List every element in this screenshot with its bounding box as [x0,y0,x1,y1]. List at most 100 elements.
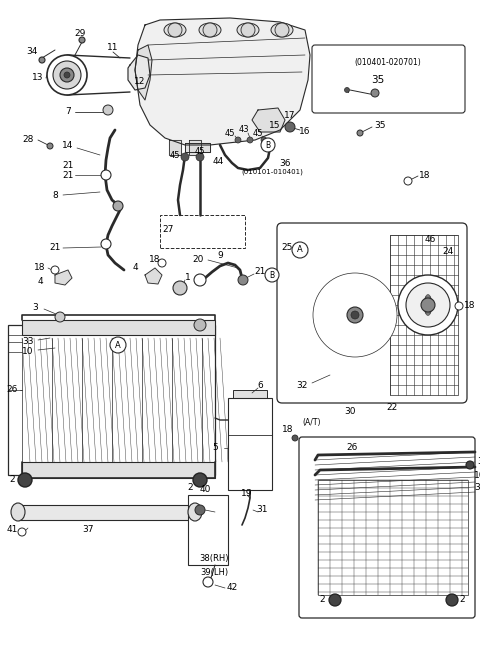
Text: 2: 2 [9,476,15,485]
Circle shape [18,473,32,487]
Polygon shape [145,268,162,284]
Text: 4: 4 [37,278,43,286]
Polygon shape [185,143,210,152]
Text: 38(RH): 38(RH) [199,554,229,563]
Circle shape [446,594,458,606]
Circle shape [351,311,359,319]
Circle shape [103,105,113,115]
Circle shape [173,281,187,295]
Text: 18: 18 [282,426,294,434]
Text: 37: 37 [82,526,94,535]
Bar [228,398,272,490]
Text: 18: 18 [34,263,46,273]
Text: 20: 20 [192,256,204,265]
Text: 22: 22 [386,404,397,413]
Circle shape [195,505,205,515]
Circle shape [55,312,65,322]
Text: 36: 36 [279,158,291,167]
Circle shape [181,153,189,161]
Text: A: A [297,245,303,254]
Polygon shape [169,140,181,155]
Ellipse shape [237,23,259,37]
Ellipse shape [199,23,221,37]
Polygon shape [252,108,285,132]
Text: (010101-010401): (010101-010401) [241,169,303,175]
Text: 21: 21 [254,267,266,276]
Text: (010401-020701): (010401-020701) [355,58,421,67]
Text: 41: 41 [6,526,18,535]
Text: 19: 19 [241,489,253,498]
Circle shape [241,23,255,37]
Text: 2: 2 [319,596,325,604]
Text: 24: 24 [443,247,454,256]
Circle shape [47,143,53,149]
Circle shape [345,88,349,93]
Text: 21: 21 [62,171,74,180]
Text: 17: 17 [284,110,296,119]
Text: 29: 29 [74,29,86,38]
Circle shape [247,137,253,143]
Text: 43: 43 [239,125,249,134]
Text: 18: 18 [464,300,476,310]
Bar [160,215,245,248]
Circle shape [261,138,275,152]
Text: 26: 26 [346,443,358,452]
Text: 10: 10 [22,347,34,356]
Text: 45: 45 [195,147,205,156]
Text: 46: 46 [424,236,436,245]
Text: 35: 35 [372,75,384,85]
Text: 12: 12 [134,77,146,86]
Text: 5: 5 [212,443,218,452]
Text: 40: 40 [199,485,211,495]
Text: 32: 32 [296,380,308,389]
Circle shape [79,37,85,43]
Circle shape [168,23,182,37]
Text: 10: 10 [474,471,480,480]
Bar [22,462,215,478]
Bar [318,480,468,595]
Polygon shape [189,140,201,155]
Text: 13: 13 [32,73,44,82]
Circle shape [203,23,217,37]
Circle shape [275,23,289,37]
Circle shape [113,201,123,211]
Text: 14: 14 [62,140,74,149]
Polygon shape [128,55,150,90]
Circle shape [285,122,295,132]
Circle shape [313,273,397,357]
Polygon shape [333,280,354,311]
Circle shape [53,61,81,89]
Circle shape [194,274,206,286]
Circle shape [404,177,412,185]
Text: 1: 1 [185,273,191,282]
Text: 21: 21 [49,243,60,252]
FancyBboxPatch shape [277,223,467,403]
Text: 26: 26 [6,386,18,395]
Circle shape [51,266,59,274]
Circle shape [196,153,204,161]
Text: 27: 27 [162,225,174,234]
Polygon shape [358,284,387,313]
Text: 18: 18 [149,256,161,265]
Bar [18,505,195,520]
Text: (A/T): (A/T) [303,417,321,426]
Circle shape [101,239,111,249]
Ellipse shape [188,503,202,521]
Text: 2: 2 [459,596,465,604]
Text: 15: 15 [269,121,281,130]
Text: 2: 2 [187,482,193,491]
Text: 6: 6 [257,380,263,389]
Circle shape [60,68,74,82]
Circle shape [406,283,450,327]
Circle shape [235,137,241,143]
FancyBboxPatch shape [299,437,475,618]
Polygon shape [135,18,310,145]
Ellipse shape [271,23,293,37]
Bar [188,495,228,565]
Polygon shape [319,308,350,326]
Text: 45: 45 [170,151,180,160]
Text: 4: 4 [132,263,138,273]
Circle shape [265,268,279,282]
Text: 8: 8 [52,191,58,199]
Ellipse shape [11,503,25,521]
